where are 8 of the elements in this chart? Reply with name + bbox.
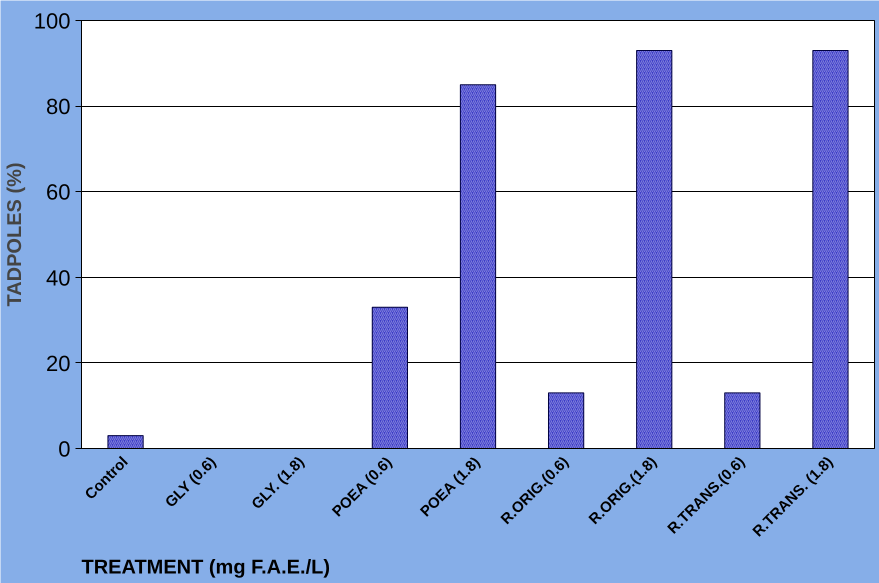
y-tick-label: 0	[58, 436, 71, 462]
y-tick-label: 80	[46, 94, 71, 120]
y-tick-label: 20	[46, 350, 71, 376]
y-tick-label: 40	[46, 265, 71, 290]
x-axis-title: TREATMENT (mg F.A.E./L)	[82, 556, 330, 578]
y-tick-label: 60	[46, 180, 71, 205]
y-axis-title: TADPOLES (%)	[4, 162, 26, 307]
y-tick-label: 100	[34, 8, 71, 34]
